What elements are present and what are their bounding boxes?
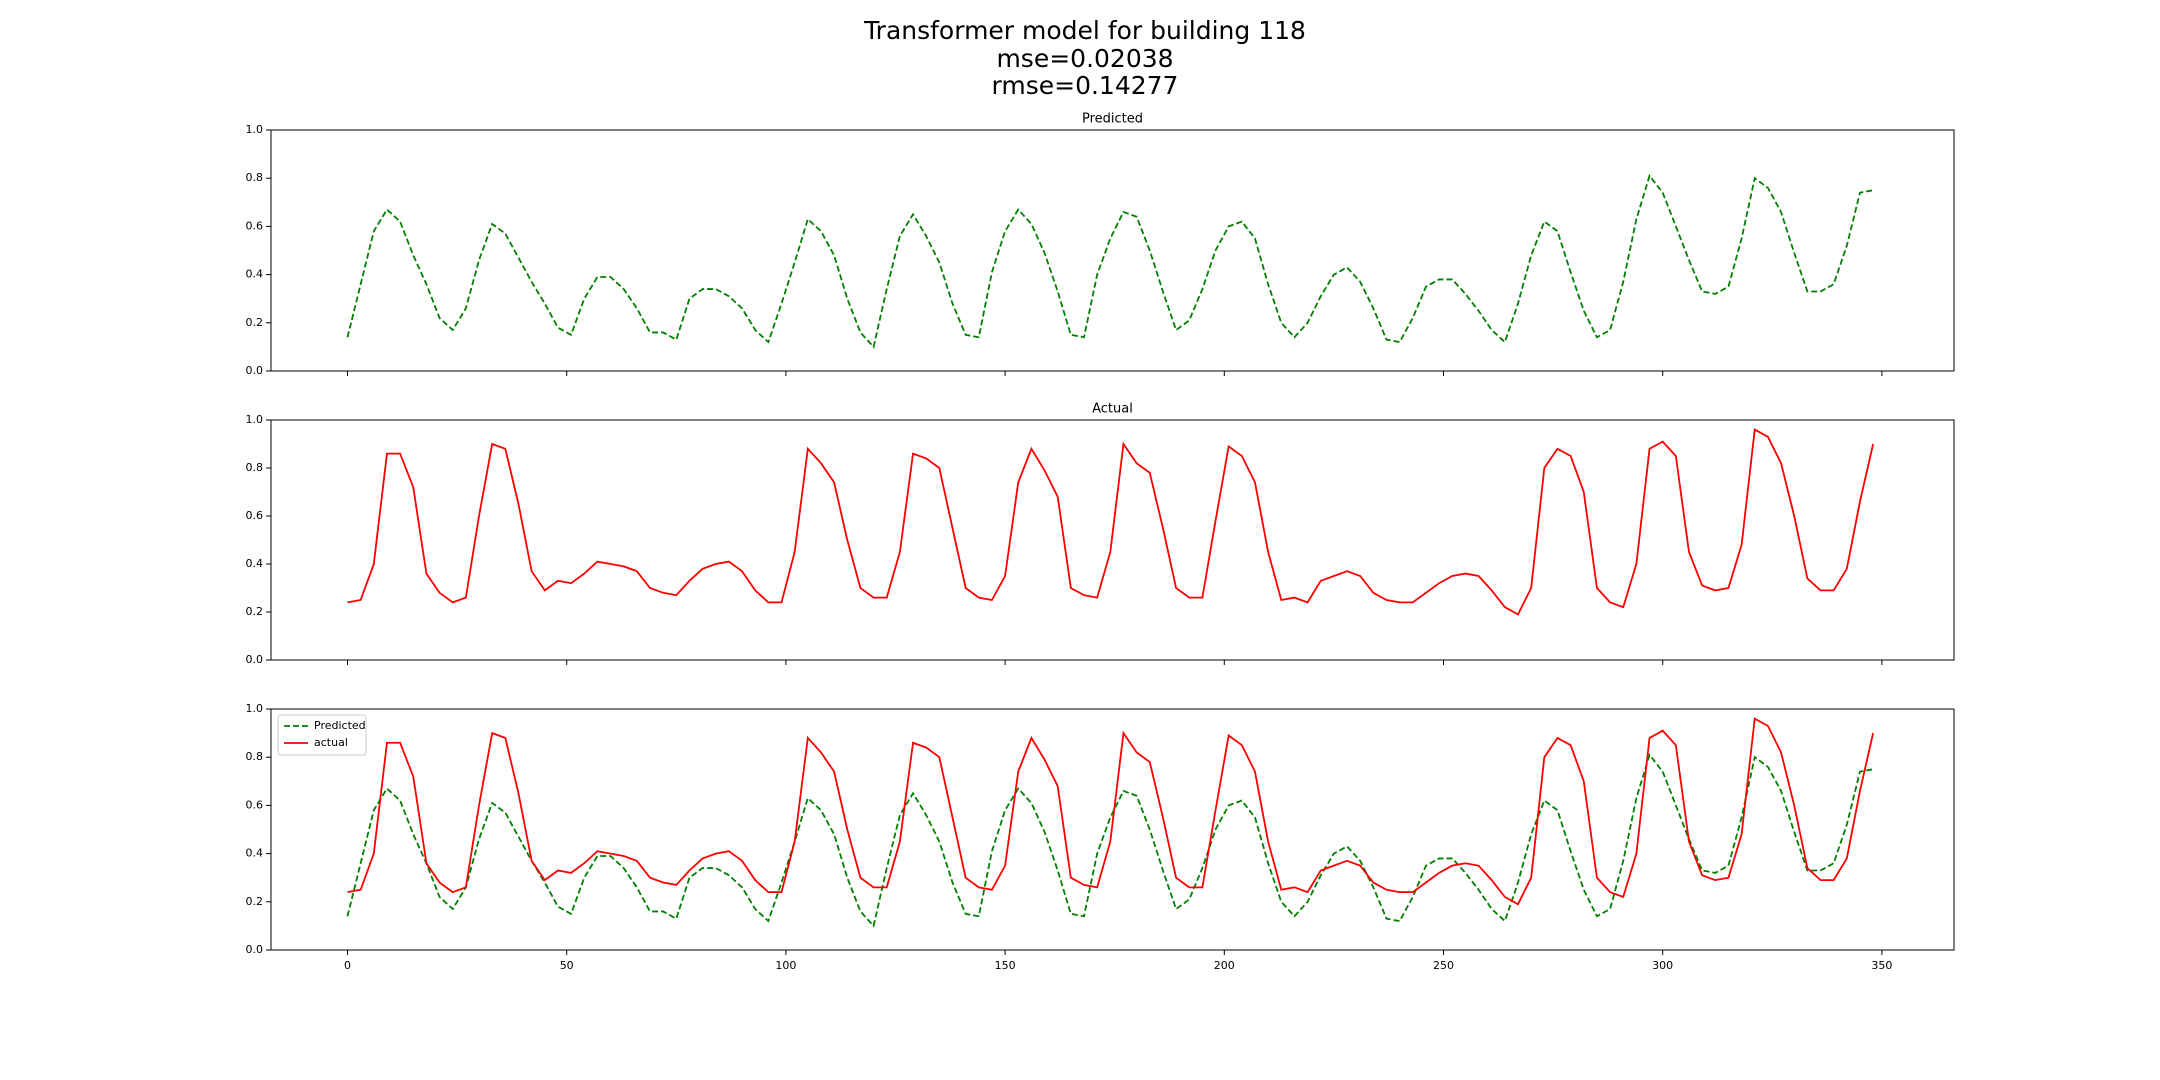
x-tick-label: 150	[995, 959, 1016, 972]
series-line	[346, 752, 1874, 928]
y-tick-label: 0.8	[246, 461, 264, 474]
series-line	[347, 717, 1874, 906]
subplot-title: Predicted	[1082, 112, 1143, 127]
legend-label: Predicted	[314, 719, 366, 732]
figure-title: mse=0.02038	[996, 44, 1173, 73]
plot-frame	[270, 129, 1955, 372]
y-tick-label: 1.0	[246, 413, 264, 426]
y-tick-label: 0.0	[246, 943, 264, 956]
x-tick-label: 0	[344, 959, 351, 972]
x-tick-label: 200	[1214, 959, 1235, 972]
x-tick-label: 300	[1652, 959, 1673, 972]
y-tick-label: 1.0	[246, 123, 264, 136]
x-tick-label: 350	[1871, 959, 1892, 972]
y-tick-label: 1.0	[246, 702, 264, 715]
y-tick-label: 0.8	[246, 750, 264, 763]
plot-frame	[270, 419, 1955, 661]
y-tick-label: 0.6	[246, 798, 264, 811]
x-tick-label: 250	[1433, 959, 1454, 972]
plot-frame	[270, 708, 1955, 951]
series-line	[346, 173, 1874, 349]
y-tick-label: 0.4	[246, 847, 264, 860]
figure-title: Transformer model for building 118	[863, 16, 1306, 45]
x-tick-label: 50	[560, 959, 574, 972]
y-tick-label: 0.6	[246, 509, 264, 522]
figure-title: rmse=0.14277	[992, 71, 1179, 100]
y-tick-label: 0.4	[246, 557, 264, 570]
y-tick-label: 0.2	[246, 605, 264, 618]
y-tick-label: 0.0	[246, 364, 264, 377]
y-tick-label: 0.0	[246, 653, 264, 666]
y-tick-label: 0.2	[246, 316, 264, 329]
subplot-title: Actual	[1092, 402, 1133, 417]
y-tick-label: 0.8	[246, 171, 264, 184]
x-tick-label: 100	[775, 959, 796, 972]
legend-box	[277, 714, 367, 756]
legend-label: actual	[314, 736, 348, 749]
y-tick-label: 0.6	[246, 219, 264, 232]
y-tick-label: 0.4	[246, 268, 264, 281]
series-line	[347, 428, 1874, 616]
y-tick-label: 0.2	[246, 895, 264, 908]
